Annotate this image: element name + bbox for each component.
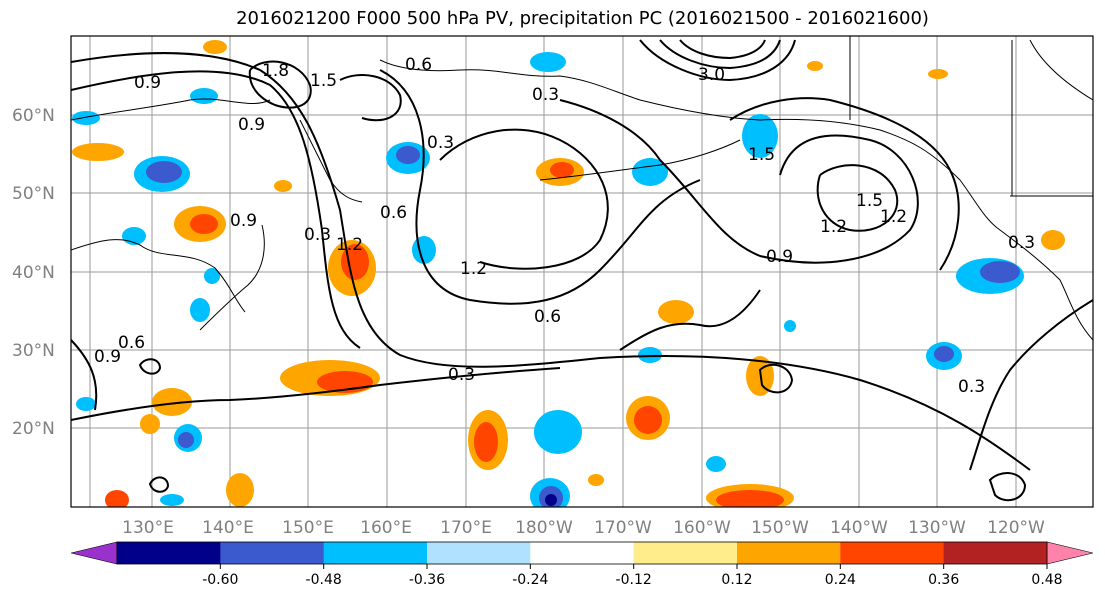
lon-label: 140°W bbox=[830, 518, 888, 538]
colorbar-tick-label: -0.12 bbox=[616, 572, 652, 588]
lon-axis: 130°E 140°E 150°E 160°E 170°E 180°W 170°… bbox=[122, 518, 1045, 538]
contour-label: 0.6 bbox=[118, 333, 145, 353]
colorbar-box bbox=[427, 542, 531, 564]
colorbar-tick-label: 0.24 bbox=[825, 572, 856, 588]
lon-label: 150°E bbox=[282, 518, 334, 538]
contour-label: 0.9 bbox=[134, 73, 161, 93]
lon-label: 180°W bbox=[515, 518, 573, 538]
lat-label: 50°N bbox=[12, 184, 55, 204]
colorbar-boxes bbox=[117, 542, 1048, 564]
colorbar-extend-low bbox=[70, 541, 118, 565]
colorbar: -0.60 -0.48 -0.36 -0.24 -0.12 0.12 0.24 0.36 0.4… bbox=[70, 541, 1094, 588]
contour-label: 1.2 bbox=[820, 217, 847, 237]
lon-label: 130°E bbox=[122, 518, 174, 538]
contour-label: 1.2 bbox=[460, 259, 487, 279]
lon-label: 140°E bbox=[202, 518, 254, 538]
precip-negative-patches bbox=[72, 52, 1024, 507]
colorbar-ticks: -0.60 -0.48 -0.36 -0.24 -0.12 0.12 0.24 0.36 0.4… bbox=[202, 564, 1063, 588]
colorbar-tick-label: 0.48 bbox=[1031, 572, 1062, 588]
contour-label: 0.9 bbox=[94, 347, 121, 367]
lon-label: 120°W bbox=[987, 518, 1045, 538]
contour-label: 0.3 bbox=[532, 85, 559, 105]
lat-label: 20°N bbox=[12, 419, 55, 439]
contour-label: 1.5 bbox=[748, 145, 775, 165]
colorbar-box bbox=[220, 542, 325, 564]
colorbar-box bbox=[943, 542, 1048, 564]
colorbar-box bbox=[840, 542, 945, 564]
lon-label: 130°W bbox=[908, 518, 966, 538]
colorbar-tick-label: 0.36 bbox=[928, 572, 959, 588]
contour-label: 0.6 bbox=[534, 307, 561, 327]
lon-label: 150°W bbox=[751, 518, 809, 538]
colorbar-extend-high bbox=[1046, 541, 1094, 565]
map-title: 2016021200 F000 500 hPa PV, precipitatio… bbox=[236, 8, 929, 29]
contour-label: 1.8 bbox=[262, 61, 289, 81]
colorbar-tick-label: 0.12 bbox=[721, 572, 752, 588]
lat-axis: 60°N 50°N 40°N 30°N 20°N bbox=[12, 106, 55, 439]
colorbar-tick-label: -0.60 bbox=[202, 572, 238, 588]
colorbar-box bbox=[323, 542, 428, 564]
colorbar-tick-label: -0.24 bbox=[512, 572, 548, 588]
colorbar-box bbox=[737, 542, 841, 564]
contour-label: 0.3 bbox=[958, 377, 985, 397]
contour-label: 1.5 bbox=[856, 191, 883, 211]
colorbar-box bbox=[530, 542, 635, 564]
contour-label: 0.9 bbox=[766, 247, 793, 267]
map-content: 0.9 1.8 1.5 0.6 0.3 3.0 1.5 1.2 0.9 0.3 … bbox=[71, 36, 1093, 507]
colorbar-box bbox=[117, 542, 221, 564]
contour-label: 0.3 bbox=[448, 365, 475, 385]
colorbar-tick-label: -0.48 bbox=[306, 572, 342, 588]
colorbar-tick-label: -0.36 bbox=[409, 572, 445, 588]
lat-label: 40°N bbox=[12, 263, 55, 283]
contour-label: 0.3 bbox=[1008, 233, 1035, 253]
contour-label: 0.3 bbox=[427, 133, 454, 153]
contour-label: 0.6 bbox=[380, 203, 407, 223]
lon-label: 170°W bbox=[594, 518, 652, 538]
coastlines bbox=[71, 36, 1093, 341]
gridlines bbox=[71, 36, 1093, 507]
contour-label: 0.6 bbox=[405, 55, 432, 75]
lat-label: 60°N bbox=[12, 106, 55, 126]
contour-labels: 0.9 1.8 1.5 0.6 0.3 3.0 1.5 1.2 0.9 0.3 … bbox=[94, 55, 1035, 397]
contour-label: 1.2 bbox=[336, 235, 363, 255]
colorbar-box bbox=[633, 542, 738, 564]
lat-label: 30°N bbox=[12, 341, 55, 361]
colorbar-frame bbox=[116, 541, 1048, 565]
lon-label: 160°E bbox=[360, 518, 412, 538]
lon-label: 160°W bbox=[673, 518, 731, 538]
contour-label: 1.2 bbox=[880, 207, 907, 227]
pv-contours bbox=[71, 39, 1093, 502]
contour-label: 3.0 bbox=[698, 65, 725, 85]
lon-label: 170°E bbox=[440, 518, 492, 538]
contour-label: 0.9 bbox=[230, 211, 257, 231]
contour-label: 0.9 bbox=[238, 115, 265, 135]
contour-label: 1.5 bbox=[310, 71, 337, 91]
map-frame bbox=[70, 35, 1094, 508]
contour-label: 0.3 bbox=[304, 225, 331, 245]
